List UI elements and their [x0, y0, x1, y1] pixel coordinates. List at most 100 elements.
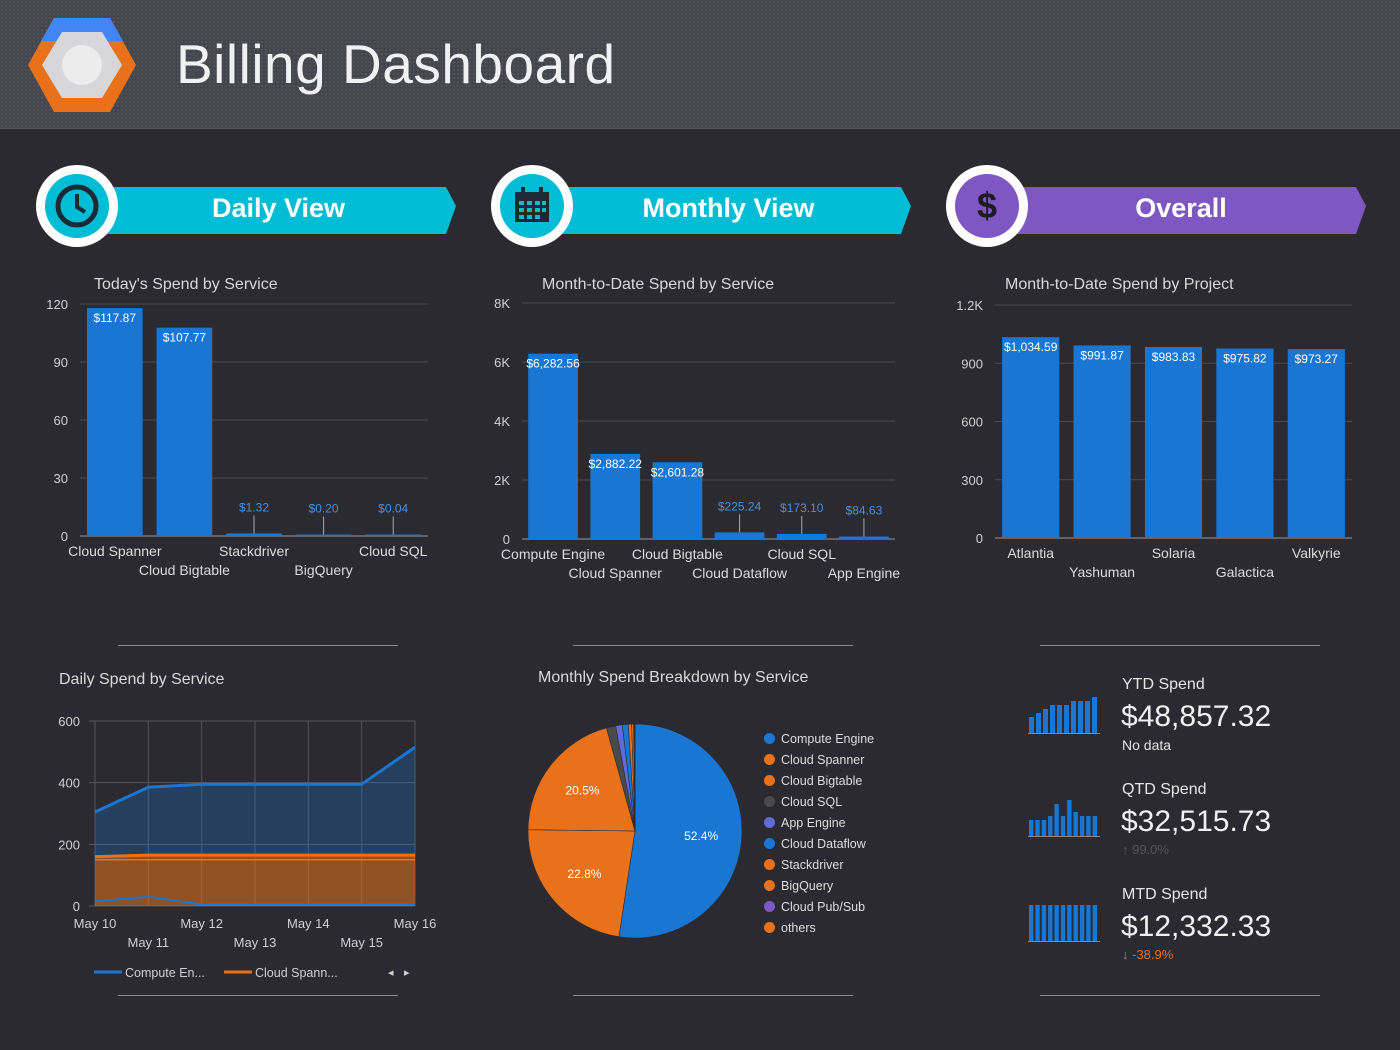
legend-label: Cloud Spanner	[781, 752, 865, 767]
spark-bar	[1041, 905, 1047, 941]
spark-bar	[1029, 820, 1034, 836]
line-cloud-spanner[interactable]	[94, 853, 415, 859]
x-tick-label: May 12	[180, 916, 223, 931]
legend-item[interactable]: Cloud Dataflow	[764, 833, 874, 854]
banner-label: Overall	[1135, 193, 1227, 223]
bar[interactable]	[590, 453, 641, 539]
legend-swatch-cloud-bigtable	[764, 775, 775, 786]
spark-bar	[1060, 905, 1066, 941]
data-label: $117.87	[94, 311, 137, 325]
legend-item[interactable]: Cloud Pub/Sub	[764, 896, 874, 917]
bar[interactable]	[714, 532, 765, 539]
spark-bar	[1092, 905, 1097, 941]
bar[interactable]	[295, 534, 352, 537]
spark-bar	[1048, 905, 1053, 941]
bar[interactable]	[1002, 337, 1060, 538]
mtd-project-chart: Month-to-Date Spend by Project 0 300 600 900…	[956, 276, 1352, 580]
qtd-change: ↑ 99.0%	[1122, 842, 1169, 857]
spark-bar	[1079, 905, 1085, 941]
legend-swatch-compute-engine	[764, 733, 775, 744]
ytd-change: No data	[1122, 737, 1172, 753]
spark-bar	[1060, 816, 1066, 836]
legend-item[interactable]: Stackdriver	[764, 854, 874, 875]
data-label: $975.82	[1223, 352, 1267, 366]
bar[interactable]	[528, 353, 578, 539]
x-tick-label: May 10	[74, 916, 117, 931]
mtd-label: MTD Spend	[1122, 886, 1208, 903]
line-compute-engine[interactable]	[94, 745, 416, 814]
x-tick-label: Stackdriver	[219, 543, 289, 559]
legend-label: Stackdriver	[781, 857, 844, 872]
chart-title: Month-to-Date Spend by Project	[1005, 276, 1234, 293]
bar[interactable]	[156, 327, 213, 536]
bar[interactable]	[365, 534, 422, 537]
legend-swatch-app-engine	[764, 817, 775, 828]
divider	[1040, 645, 1320, 646]
mtd-sparkline	[1028, 905, 1100, 942]
slice-label: 22.8%	[567, 867, 601, 881]
bar[interactable]	[1073, 345, 1131, 538]
legend-item[interactable]: App Engine	[764, 812, 874, 833]
banner-monthly-view[interactable]: Monthly View	[491, 165, 911, 247]
y-tick-label: 90	[54, 355, 68, 370]
spark-bar	[1035, 905, 1040, 941]
pie-slice-cloud-bigtable[interactable]	[527, 727, 636, 832]
google-cloud-logo	[28, 18, 136, 112]
spark-bar	[1035, 820, 1040, 836]
daily-spend-area-chart: Daily Spend by Service 0 200 400 600 May 10 Ma…	[58, 671, 436, 980]
bar[interactable]	[839, 536, 889, 539]
pie-slice-compute-engine[interactable]	[618, 723, 743, 939]
legend-item[interactable]: others	[764, 917, 874, 938]
mtd-change: ↓ -38.9%	[1122, 947, 1174, 962]
bar[interactable]	[1216, 348, 1274, 538]
bar[interactable]	[226, 533, 282, 536]
legend-prev-arrow[interactable]: ◂	[388, 967, 394, 979]
spark-bar	[1092, 697, 1097, 733]
ytd-label: YTD Spend	[1122, 676, 1205, 693]
banner-overall[interactable]: $ Overall	[946, 165, 1366, 247]
x-tick-label: BigQuery	[294, 562, 352, 578]
spark-bar	[1054, 905, 1059, 941]
y-tick-label: 1.2K	[956, 298, 983, 313]
bar[interactable]	[776, 533, 827, 539]
legend-item[interactable]: Compute Engine	[764, 728, 874, 749]
legend-next-arrow[interactable]: ▸	[404, 967, 410, 979]
chart-title: Month-to-Date Spend by Service	[542, 276, 774, 293]
legend-label[interactable]: Cloud Spann...	[255, 966, 338, 980]
spark-bar	[1064, 705, 1069, 733]
x-tick-label: Solaria	[1152, 545, 1196, 561]
legend-item[interactable]: Cloud SQL	[764, 791, 874, 812]
pie-slice-others[interactable]	[634, 723, 636, 832]
area-compute-engine	[95, 747, 415, 857]
spark-bar	[1036, 713, 1041, 733]
data-label: $6,282.56	[526, 357, 580, 371]
bar[interactable]	[1144, 346, 1203, 538]
y-tick-label: 400	[58, 776, 80, 791]
line-stackdriver[interactable]	[94, 895, 415, 906]
pie-slice-cloud-spanner[interactable]	[527, 829, 636, 938]
y-tick-label: 4K	[494, 414, 510, 429]
dollar-icon: $	[976, 185, 998, 226]
bar[interactable]	[86, 308, 143, 536]
y-tick-label: 0	[976, 531, 983, 546]
mtd-value: $12,332.33	[1121, 910, 1272, 943]
banner-daily-view[interactable]: Daily View	[36, 165, 456, 247]
legend-item[interactable]: Cloud Spanner	[764, 749, 874, 770]
y-tick-label: 300	[961, 473, 983, 488]
x-tick-label: App Engine	[828, 565, 901, 581]
x-tick-label: Compute Engine	[501, 546, 606, 562]
area-cloud-spanner	[95, 855, 415, 906]
legend-label[interactable]: Compute En...	[125, 966, 205, 980]
bar[interactable]	[1287, 349, 1345, 538]
banner-label: Daily View	[211, 193, 346, 223]
bar[interactable]	[652, 462, 703, 539]
legend-label: Cloud SQL	[781, 794, 843, 809]
banner-label: Monthly View	[642, 193, 815, 223]
legend-swatch-bigquery	[764, 880, 775, 891]
legend-item[interactable]: BigQuery	[764, 875, 874, 896]
header: Billing Dashboard	[0, 0, 1400, 129]
legend-item[interactable]: Cloud Bigtable	[764, 770, 874, 791]
divider	[118, 645, 398, 646]
qtd-sparkline	[1028, 800, 1100, 837]
data-label: $1,034.59	[1004, 340, 1058, 354]
